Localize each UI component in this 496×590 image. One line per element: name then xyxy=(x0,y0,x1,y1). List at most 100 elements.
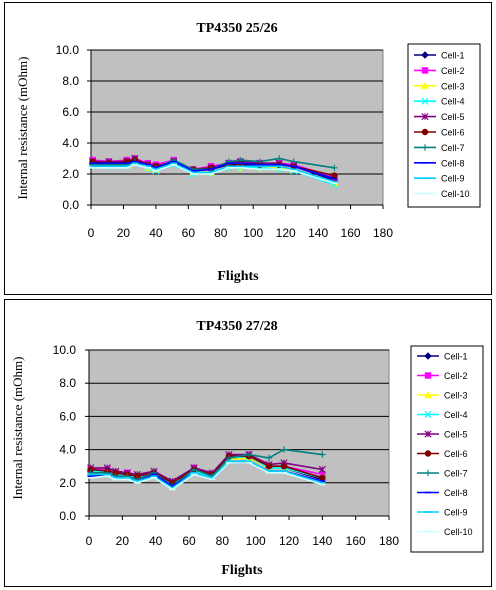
chart-2-data-point xyxy=(280,462,288,470)
chart-1-legend-item: Cell-1 xyxy=(414,51,465,61)
chart-2-svg: TP4350 27/28 Flights Internal resistance… xyxy=(10,319,484,578)
chart-2-x-tick-label: 100 xyxy=(246,534,266,548)
chart-1-y-label: Internal resistance (mOhm) xyxy=(15,57,30,200)
chart-1-legend-marker xyxy=(421,128,429,136)
chart-1-x-tick-label: 60 xyxy=(182,226,196,240)
chart-1-legend-label: Cell-10 xyxy=(441,189,470,199)
chart-2-x-tick-label: 20 xyxy=(116,534,130,548)
chart-2-y-tick-label: 0.0 xyxy=(59,509,76,523)
chart-1-x-tick-label: 140 xyxy=(308,226,328,240)
chart-2-legend-label: Cell-10 xyxy=(444,527,473,537)
chart-1-x-tick-label: 0 xyxy=(88,226,95,240)
chart-1-y-tick-label: 4.0 xyxy=(62,136,79,150)
chart-2-data-point xyxy=(245,451,253,458)
chart-1-y-tick-label: 8.0 xyxy=(62,74,79,88)
chart-2-legend-marker xyxy=(424,430,432,438)
chart-2-legend: Cell-1 Cell-2 Cell-3 Cell-4 Cell-5 Cell-6 Cell… xyxy=(410,345,484,553)
chart-1-x-label: Flights xyxy=(217,269,259,284)
chart-2-legend-marker xyxy=(424,390,432,399)
chart-2-x-tick-label: 0 xyxy=(86,534,93,548)
chart-1-legend-label: Cell-2 xyxy=(441,66,465,76)
chart-1-y-tick-label: 6.0 xyxy=(62,105,79,119)
chart-1-series-10 xyxy=(89,163,338,185)
chart-1-x-tick-label: 180 xyxy=(373,226,393,240)
chart-1-x-tick-label: 20 xyxy=(117,226,131,240)
chart-2-legend-item: Cell-6 xyxy=(417,449,468,459)
chart-1-x-tick-label: 40 xyxy=(149,226,163,240)
chart-2-data-point xyxy=(319,451,326,458)
chart-2-legend-label: Cell-5 xyxy=(444,430,468,440)
chart-1-y-tick-label: 10.0 xyxy=(56,43,80,57)
chart-2-x-tick-label: 140 xyxy=(312,534,332,548)
chart-2-legend-item: Cell-10 xyxy=(417,527,473,537)
chart-1-data-point xyxy=(256,158,263,165)
chart-1-legend-item: Cell-8 xyxy=(414,158,465,168)
chart-1-title: TP4350 25/26 xyxy=(196,21,277,36)
chart-2-legend-label: Cell-1 xyxy=(444,352,468,362)
chart-1-legend-item: Cell-3 xyxy=(414,81,465,91)
chart-1-y-tick-label: 0.0 xyxy=(62,198,79,212)
chart-2-legend-label: Cell-8 xyxy=(444,488,468,498)
chart-1-legend-item: Cell-7 xyxy=(414,143,465,153)
chart-2-x-tick-label: 80 xyxy=(216,534,230,548)
chart-1-legend-marker xyxy=(421,67,429,74)
chart-1-data-point xyxy=(290,158,297,165)
chart-1-legend-marker xyxy=(421,51,429,59)
chart-2-y-tick-label: 2.0 xyxy=(59,476,76,490)
chart-2-y-tick-label: 6.0 xyxy=(59,409,76,423)
chart-1-legend-label: Cell-6 xyxy=(441,128,465,138)
chart-1-legend-label: Cell-4 xyxy=(441,97,465,107)
chart-2-legend-marker xyxy=(424,352,432,360)
chart-2-data-point xyxy=(225,454,233,462)
chart-1-legend-label: Cell-9 xyxy=(441,174,465,184)
chart-1-legend-label: Cell-7 xyxy=(441,143,465,153)
chart-2-y-label: Internal resistance (mOhm) xyxy=(10,357,25,500)
chart-2-data-point xyxy=(265,462,273,470)
chart-2-data-point xyxy=(280,446,288,453)
chart-1-legend-item: Cell-10 xyxy=(414,189,470,199)
chart-2-data-point xyxy=(318,465,326,474)
chart-2-legend-item: Cell-5 xyxy=(417,430,468,440)
chart-1-svg: TP4350 25/26 Flights Internal resistance… xyxy=(15,21,481,284)
chart-1-y-tick-label: 2.0 xyxy=(62,167,79,181)
chart-1-data-point xyxy=(331,164,338,171)
chart-1-legend-item: Cell-5 xyxy=(414,112,465,122)
chart-2-legend-item: Cell-7 xyxy=(417,469,468,479)
chart-1-x-tick-label: 80 xyxy=(214,226,228,240)
chart-2-data-point xyxy=(190,466,198,473)
chart-1-legend-marker xyxy=(421,97,429,105)
chart-2-series-10 xyxy=(87,462,326,491)
chart-2-y-tick-label: 10.0 xyxy=(53,343,77,357)
chart-2-x-tick-label: 40 xyxy=(149,534,163,548)
chart-2-legend-item: Cell-9 xyxy=(417,508,468,518)
chart-2-y-tick-label: 8.0 xyxy=(59,376,76,390)
chart-2-legend-label: Cell-3 xyxy=(444,391,468,401)
chart-2-legend-marker xyxy=(424,372,432,379)
chart-2-legend-marker xyxy=(424,410,432,419)
chart-1-legend-item: Cell-6 xyxy=(414,128,465,138)
chart-2-legend-item: Cell-8 xyxy=(417,488,468,498)
chart-2-legend-label: Cell-2 xyxy=(444,371,468,381)
chart-2-legend-marker xyxy=(424,469,432,477)
chart-2-title: TP4350 27/28 xyxy=(196,319,277,334)
chart-2-legend-item: Cell-3 xyxy=(417,391,468,401)
chart-2-x-tick-label: 120 xyxy=(279,534,299,548)
chart-2-x-label: Flights xyxy=(221,563,263,578)
chart-1-x-tick-label: 100 xyxy=(243,226,263,240)
chart-2-legend-label: Cell-6 xyxy=(444,449,468,459)
chart-2-data-point xyxy=(265,454,273,462)
chart-2-legend-marker xyxy=(424,450,432,457)
chart-1-legend-label: Cell-1 xyxy=(441,51,465,61)
chart-2-y-tick-label: 4.0 xyxy=(59,443,76,457)
chart-1-legend: Cell-1 Cell-2 Cell-3 Cell-4 Cell-5 Cell-6 Cell… xyxy=(407,43,481,208)
chart-1-data-point xyxy=(237,156,244,164)
chart-2-x-tick-label: 60 xyxy=(182,534,196,548)
chart-1-legend-marker xyxy=(421,81,429,89)
chart-1-plot-area xyxy=(90,49,384,206)
chart-2-legend-item: Cell-1 xyxy=(417,352,468,362)
chart-1-legend-item: Cell-4 xyxy=(414,97,465,107)
chart-1-legend-label: Cell-3 xyxy=(441,81,465,91)
chart-2-legend-label: Cell-4 xyxy=(444,410,468,420)
chart-1-legend-label: Cell-8 xyxy=(441,158,465,168)
chart-1-x-tick-label: 160 xyxy=(341,226,361,240)
